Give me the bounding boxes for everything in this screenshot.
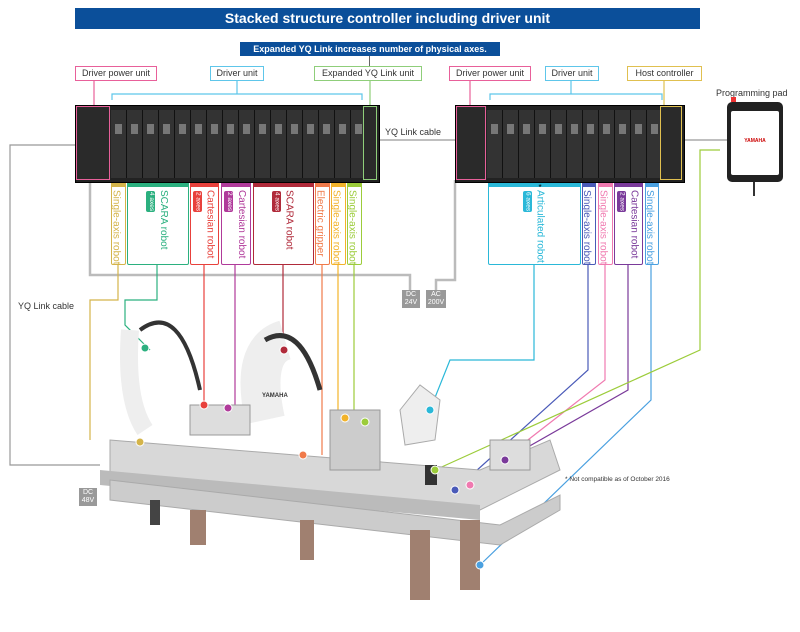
- axis-unit-label: Cartesian robot: [204, 190, 216, 259]
- host-controller: [660, 106, 682, 180]
- label-expanded-yq-link-unit: Expanded YQ Link unit: [314, 66, 422, 81]
- axes-badge: 6 axes: [522, 191, 532, 213]
- driver-unit-module: [583, 110, 599, 178]
- label-host-controller: Host controller: [627, 66, 702, 81]
- axis-unit-single-axis-robotbox: Single-axis robot: [111, 183, 126, 265]
- axis-unit-single-axis-robotbox: Single-axis robot: [331, 183, 346, 265]
- robot-brand-label: YAMAHA: [262, 393, 288, 399]
- driver-unit-module: [127, 110, 143, 178]
- yq-link-cable-label: YQ Link cable: [385, 127, 442, 137]
- driver-unit-module: [255, 110, 271, 178]
- driver-unit-module: [487, 110, 503, 178]
- driver-unit-module: [319, 110, 335, 178]
- pad-screen-logo: YAMAHA: [731, 111, 779, 175]
- axis-unit-label: SCARA robot: [158, 190, 169, 250]
- driver-power-unit: [76, 106, 110, 180]
- axes-badge: 2 axes: [192, 191, 202, 213]
- driver-unit-module: [191, 110, 207, 178]
- label-driver-power-unit: Driver power unit: [75, 66, 157, 81]
- driver-unit-module: [631, 110, 647, 178]
- driver-unit-module: [111, 110, 127, 178]
- yq-link-cable-label-left: YQ Link cable: [18, 301, 75, 311]
- dc-48v-supply: DC 48V: [79, 488, 97, 506]
- axis-unit-cartesian-robotbox: 2 axes Cartesian robot: [614, 183, 643, 265]
- axis-unit-single-axis-robotbox: Single-axis robot: [644, 183, 659, 265]
- connector: [369, 56, 370, 66]
- axis-unit-label: Single-axis robot: [644, 190, 655, 265]
- axes-badge: 2 axes: [224, 191, 233, 213]
- subtitle: Expanded YQ Link increases number of phy…: [240, 42, 500, 56]
- driver-unit-module: [239, 110, 255, 178]
- driver-unit-module: [223, 110, 239, 178]
- axis-unit-label: Single-axis robot: [346, 190, 358, 265]
- diagram-title: Stacked structure controller including d…: [75, 8, 700, 29]
- dc-24v-supply: DC 24V: [402, 290, 420, 308]
- driver-unit-module: [271, 110, 287, 178]
- axis-unit-single-axis-robotbox: Single-axis robot: [581, 183, 596, 265]
- pad-cable: [753, 182, 755, 196]
- driver-unit-module: [335, 110, 351, 178]
- driver-unit-module: [535, 110, 551, 178]
- driver-unit-module: [615, 110, 631, 178]
- axis-unit-articulated-robotbox: 6 axes Articulated robot *: [488, 183, 581, 265]
- driver-unit-module: [503, 110, 519, 178]
- driver-unit-module: [303, 110, 319, 178]
- axis-unit-scara-robotbox: 4 axes SCARA robot: [253, 183, 314, 265]
- driver-power-unit-2: [456, 106, 486, 180]
- driver-unit-module: [143, 110, 159, 178]
- ac-200v-supply: AC 200V: [426, 290, 446, 308]
- axes-badge: 2 axes: [616, 191, 626, 213]
- compatibility-note: * Not compatible as of October 2016: [565, 476, 670, 483]
- axis-unit-electric-gripperbox: Electric gripper: [315, 183, 330, 265]
- axis-unit-label: SCARA robot: [283, 190, 295, 250]
- label-driver-power-unit-2: Driver power unit: [449, 66, 531, 81]
- axis-unit-label: Electric gripper: [314, 190, 326, 257]
- axis-unit-single-axis-robotbox: Single-axis robot: [598, 183, 613, 265]
- axis-unit-cartesian-robotbox: 2 axes Cartesian robot: [190, 183, 219, 265]
- driver-unit-module: [287, 110, 303, 178]
- emergency-stop-icon: [731, 97, 736, 102]
- driver-unit-module: [599, 110, 615, 178]
- programming-pad-label: Programming pad: [716, 88, 788, 98]
- controller-rack-right: [455, 105, 685, 183]
- asterisk: *: [538, 183, 542, 192]
- driver-unit-module: [567, 110, 583, 178]
- axis-unit-scara-robotbox: 4 axes SCARA robot: [127, 183, 189, 265]
- robot-cell-illustration: [100, 320, 561, 600]
- driver-unit-module: [207, 110, 223, 178]
- programming-pad: YAMAHA: [727, 97, 783, 182]
- controller-rack-left: [75, 105, 380, 183]
- axes-badge: 4 axes: [146, 191, 155, 213]
- axes-badge: 4 axes: [271, 191, 281, 213]
- driver-unit-module: [551, 110, 567, 178]
- axis-unit-label: Single-axis robot: [330, 190, 342, 265]
- expanded-yq-link-unit: [363, 106, 377, 180]
- axis-unit-label: Single-axis robot: [597, 190, 609, 265]
- axis-unit-label: Single-axis robot: [110, 190, 122, 265]
- axis-unit-cartesian-robotbox: 2 axes Cartesian robot: [221, 183, 251, 265]
- axis-unit-single-axis-robotbox: Single-axis robot: [347, 183, 362, 265]
- label-driver-unit: Driver unit: [210, 66, 264, 81]
- axis-unit-label: Cartesian robot: [628, 190, 640, 259]
- axis-unit-label: Single-axis robot: [581, 190, 592, 265]
- driver-unit-module: [159, 110, 175, 178]
- driver-unit-module: [519, 110, 535, 178]
- axis-unit-label: Cartesian robot: [236, 190, 247, 259]
- axis-unit-label: Articulated robot: [534, 190, 546, 263]
- driver-unit-module: [175, 110, 191, 178]
- label-driver-unit-2: Driver unit: [545, 66, 599, 81]
